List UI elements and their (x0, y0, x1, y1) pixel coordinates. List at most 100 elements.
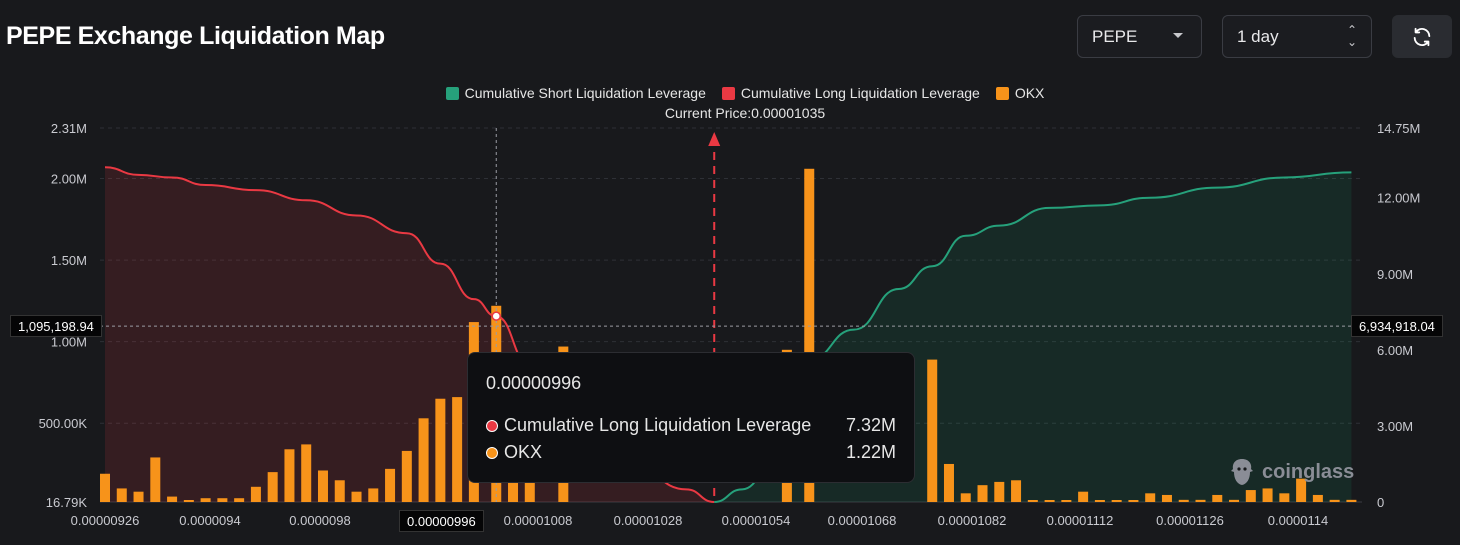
okx-bar (1027, 500, 1038, 502)
okx-bar (368, 488, 379, 502)
okx-bar (267, 472, 278, 502)
crosshair-x-label: 0.00000996 (399, 510, 484, 532)
y-tick-left: 16.79K (46, 495, 88, 510)
refresh-icon (1413, 27, 1431, 46)
x-tick-label: 0.0000098 (289, 513, 350, 528)
okx-bar (1044, 500, 1055, 502)
page-title: PEPE Exchange Liquidation Map (6, 22, 385, 50)
okx-bar (994, 481, 1005, 502)
tooltip-row-value: 1.22M (845, 442, 896, 462)
okx-bar (1111, 500, 1122, 502)
tooltip-dot-okx (486, 446, 498, 459)
y-tick-right: 6.00M (1377, 343, 1413, 358)
interval-select[interactable]: 1 day ⌃ ⌄ (1222, 15, 1372, 58)
okx-bar (1128, 500, 1139, 502)
okx-bar (100, 473, 110, 502)
y-tick-left: 2.00M (51, 172, 87, 187)
okx-bar (351, 491, 362, 502)
refresh-button[interactable] (1392, 15, 1452, 58)
y-tick-left: 1.50M (51, 253, 87, 268)
okx-bar (183, 500, 194, 502)
okx-bar (334, 480, 345, 502)
watermark-text: coinglass (1262, 460, 1355, 483)
tooltip-dot-long (486, 419, 498, 432)
legend-item-long[interactable]: Cumulative Long Liquidation Leverage (721, 85, 980, 101)
okx-bar (1245, 490, 1256, 502)
legend-swatch-long (721, 86, 735, 100)
okx-bar (960, 493, 971, 502)
tooltip-row-okx: OKX 1.22M (486, 439, 896, 466)
okx-bar (385, 468, 396, 502)
okx-bar (301, 444, 312, 502)
tooltip-row-name: OKX (504, 442, 543, 462)
x-tick-label: 0.00000926 (71, 513, 140, 528)
okx-bar (1078, 491, 1089, 502)
okx-bar (1329, 499, 1340, 502)
okx-bar (401, 450, 412, 502)
y-tick-right: 9.00M (1377, 267, 1413, 282)
legend-label-okx: OKX (1014, 85, 1045, 101)
chart-tooltip: 0.00000996 Cumulative Long Liquidation L… (467, 352, 915, 483)
okx-bar (1262, 488, 1273, 502)
okx-bar (1279, 493, 1290, 502)
tooltip-title: 0.00000996 (486, 373, 582, 393)
okx-bar (133, 491, 144, 502)
okx-bar (167, 496, 178, 502)
y-tick-right: 0 (1377, 495, 1384, 510)
symbol-select-value: PEPE (1092, 26, 1138, 46)
x-tick-label: 0.00001028 (614, 513, 683, 528)
legend-swatch-okx (995, 86, 1009, 100)
up-down-chevron-icon: ⌃ ⌄ (1346, 23, 1357, 49)
okx-bar (1346, 499, 1357, 502)
current-price-label: Current Price:0.00001035 (664, 105, 826, 121)
okx-bar (150, 457, 161, 502)
okx-bar (284, 449, 295, 502)
coinglass-watermark: coinglass (1228, 457, 1354, 487)
x-tick-label: 0.00001068 (828, 513, 897, 528)
x-tick-label: 0.0000094 (179, 513, 240, 528)
okx-bar (250, 486, 261, 502)
legend-label-short: Cumulative Short Liquidation Leverage (464, 85, 706, 101)
crosshair-point (491, 311, 501, 321)
x-tick-label: 0.00001008 (504, 513, 573, 528)
symbol-select[interactable]: PEPE (1077, 15, 1202, 58)
crosshair-y-left-label: 1,095,198.94 (10, 315, 102, 337)
legend-item-okx[interactable]: OKX (995, 85, 1045, 101)
okx-bar (1212, 494, 1223, 502)
legend-label-long: Cumulative Long Liquidation Leverage (740, 85, 980, 101)
chart-legend: Cumulative Short Liquidation Leverage Cu… (0, 85, 1460, 101)
y-tick-left: 500.00K (39, 416, 88, 431)
legend-item-short[interactable]: Cumulative Short Liquidation Leverage (445, 85, 706, 101)
okx-bar (217, 498, 228, 502)
okx-bar (1296, 478, 1307, 502)
okx-bar (1145, 493, 1156, 502)
y-tick-right: 14.75M (1377, 121, 1420, 136)
tooltip-row-long: Cumulative Long Liquidation Leverage 7.3… (486, 412, 896, 439)
okx-bar (1161, 494, 1172, 502)
tooltip-row-value: 7.32M (845, 415, 896, 435)
okx-bar (1011, 480, 1022, 502)
okx-bar (1312, 494, 1323, 502)
okx-bar (1094, 500, 1105, 502)
okx-bar (418, 418, 429, 502)
okx-bar (234, 498, 245, 502)
x-tick-label: 0.00001126 (1156, 513, 1224, 528)
x-tick-label: 0.00001082 (938, 513, 1007, 528)
okx-bar (317, 470, 328, 502)
okx-bar (1229, 499, 1240, 502)
okx-bar (804, 168, 815, 503)
okx-bar (1061, 500, 1072, 502)
y-axis-right: 0 3.00M 6.00M 9.00M 12.00M 14.75M (1377, 121, 1420, 510)
y-tick-right: 3.00M (1377, 419, 1413, 434)
okx-bar (977, 485, 988, 502)
tooltip-row-name: Cumulative Long Liquidation Leverage (504, 415, 812, 435)
legend-swatch-short (445, 86, 459, 100)
chart-overlay (100, 128, 1362, 502)
okx-bar (943, 463, 954, 502)
x-tick-label: 0.00001054 (722, 513, 791, 528)
okx-bar (452, 397, 463, 502)
okx-bar (927, 359, 938, 502)
x-axis: 0.00000926 0.0000094 0.0000098 0.00001008 0.… (71, 513, 1329, 528)
y-axis-left: 16.79K 500.00K 1.00M 1.50M 2.00M 2.31M (39, 121, 88, 510)
okx-bar (200, 498, 211, 502)
